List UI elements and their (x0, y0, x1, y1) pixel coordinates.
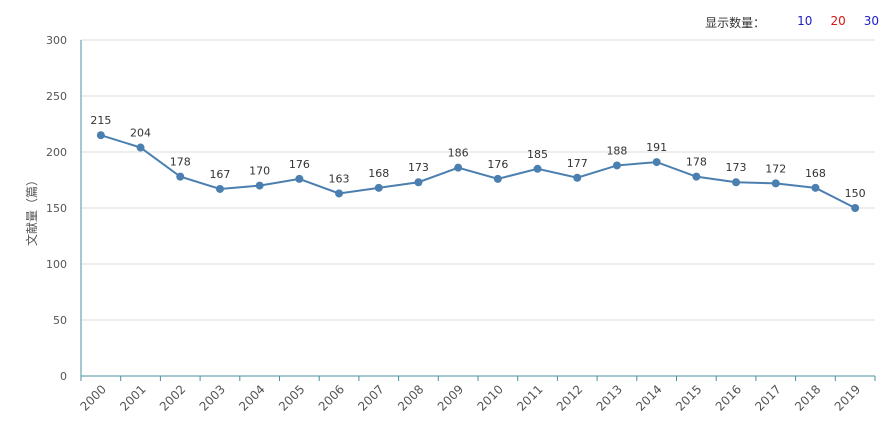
series-polyline (100, 134, 856, 209)
x-tick-labels: 2000 2001 2002 2003 2004 2005 2006 2007 2008 2009… (77, 382, 863, 413)
y-tick-label: 200 (46, 146, 67, 159)
x-tick-label: 2009 (435, 382, 466, 413)
data-label: 150 (845, 187, 866, 200)
x-tick-label: 2006 (316, 382, 347, 413)
data-label: 178 (686, 156, 707, 169)
data-point (612, 161, 621, 170)
data-label: 191 (646, 141, 667, 154)
data-label: 215 (90, 114, 111, 127)
data-point (692, 172, 701, 181)
x-tick-label: 2001 (117, 382, 148, 413)
y-tick-labels: 0 50 100 150 200 250 300 (46, 34, 67, 383)
x-tick-label: 2012 (554, 382, 585, 413)
data-label: 173 (726, 161, 747, 174)
axes (80, 40, 876, 381)
data-label: 204 (130, 127, 151, 140)
data-label: 185 (527, 148, 548, 161)
x-tick-label: 2007 (355, 382, 386, 413)
data-label: 186 (448, 147, 469, 160)
data-point (414, 178, 423, 187)
data-label: 188 (606, 144, 627, 157)
data-point (851, 204, 860, 212)
x-tick-label: 2016 (713, 382, 744, 413)
data-label: 173 (408, 161, 429, 174)
data-point (533, 164, 542, 173)
x-tick-label: 2002 (157, 382, 188, 413)
x-tick-label: 2003 (197, 382, 228, 413)
data-label: 176 (487, 158, 508, 171)
x-tick-label: 2015 (673, 382, 704, 413)
data-label: 176 (289, 158, 310, 171)
data-point (454, 163, 463, 172)
y-tick-label: 300 (46, 34, 67, 47)
x-tick-label: 2011 (514, 382, 545, 413)
data-point (811, 183, 820, 192)
x-tick-label: 2000 (77, 382, 108, 413)
y-tick-label: 150 (46, 202, 67, 215)
x-tick-label: 2017 (752, 382, 783, 413)
x-tick-label: 2013 (594, 382, 625, 413)
x-tick-label: 2008 (395, 382, 426, 413)
display-count-label: 显示数量： (705, 16, 766, 30)
data-label: 163 (329, 172, 350, 185)
data-point (215, 184, 224, 193)
gridlines (81, 39, 875, 321)
data-point (136, 143, 145, 152)
series-line (96, 131, 860, 212)
y-tick-label: 100 (46, 258, 67, 271)
display-count-selector: 显示数量： 10 20 30 (705, 14, 879, 31)
x-tick-label: 2010 (474, 382, 505, 413)
data-point (295, 174, 304, 183)
y-axis-label: 文献量（篇） (24, 174, 39, 246)
data-point (652, 158, 661, 167)
x-tick-label: 2018 (792, 382, 823, 413)
count-option-20[interactable]: 20 (830, 14, 846, 28)
count-option-10[interactable]: 10 (797, 14, 813, 28)
data-label: 167 (209, 168, 230, 181)
y-tick-label: 50 (53, 314, 67, 327)
data-point (493, 174, 502, 183)
data-label: 170 (249, 165, 270, 178)
x-tick-label: 2014 (633, 382, 664, 413)
x-tick-label: 2005 (276, 382, 307, 413)
data-point (335, 189, 344, 198)
data-point (573, 173, 582, 182)
count-option-30[interactable]: 30 (863, 14, 879, 28)
x-tick-label: 2019 (832, 382, 863, 413)
data-point (176, 172, 185, 181)
data-point (374, 183, 383, 192)
data-point (771, 179, 780, 188)
y-tick-label: 0 (60, 370, 67, 383)
data-label: 172 (765, 162, 786, 175)
data-point (96, 131, 105, 140)
x-tick-label: 2004 (236, 382, 267, 413)
data-point (255, 181, 264, 190)
data-label: 168 (805, 167, 826, 180)
data-label: 178 (170, 156, 191, 169)
data-label: 168 (368, 167, 389, 180)
y-tick-label: 250 (46, 90, 67, 103)
data-point (732, 178, 741, 187)
data-labels: 215 204 178 167 170 176 163 168 173 186 176 185 177 1… (90, 114, 865, 200)
data-label: 177 (567, 157, 588, 170)
